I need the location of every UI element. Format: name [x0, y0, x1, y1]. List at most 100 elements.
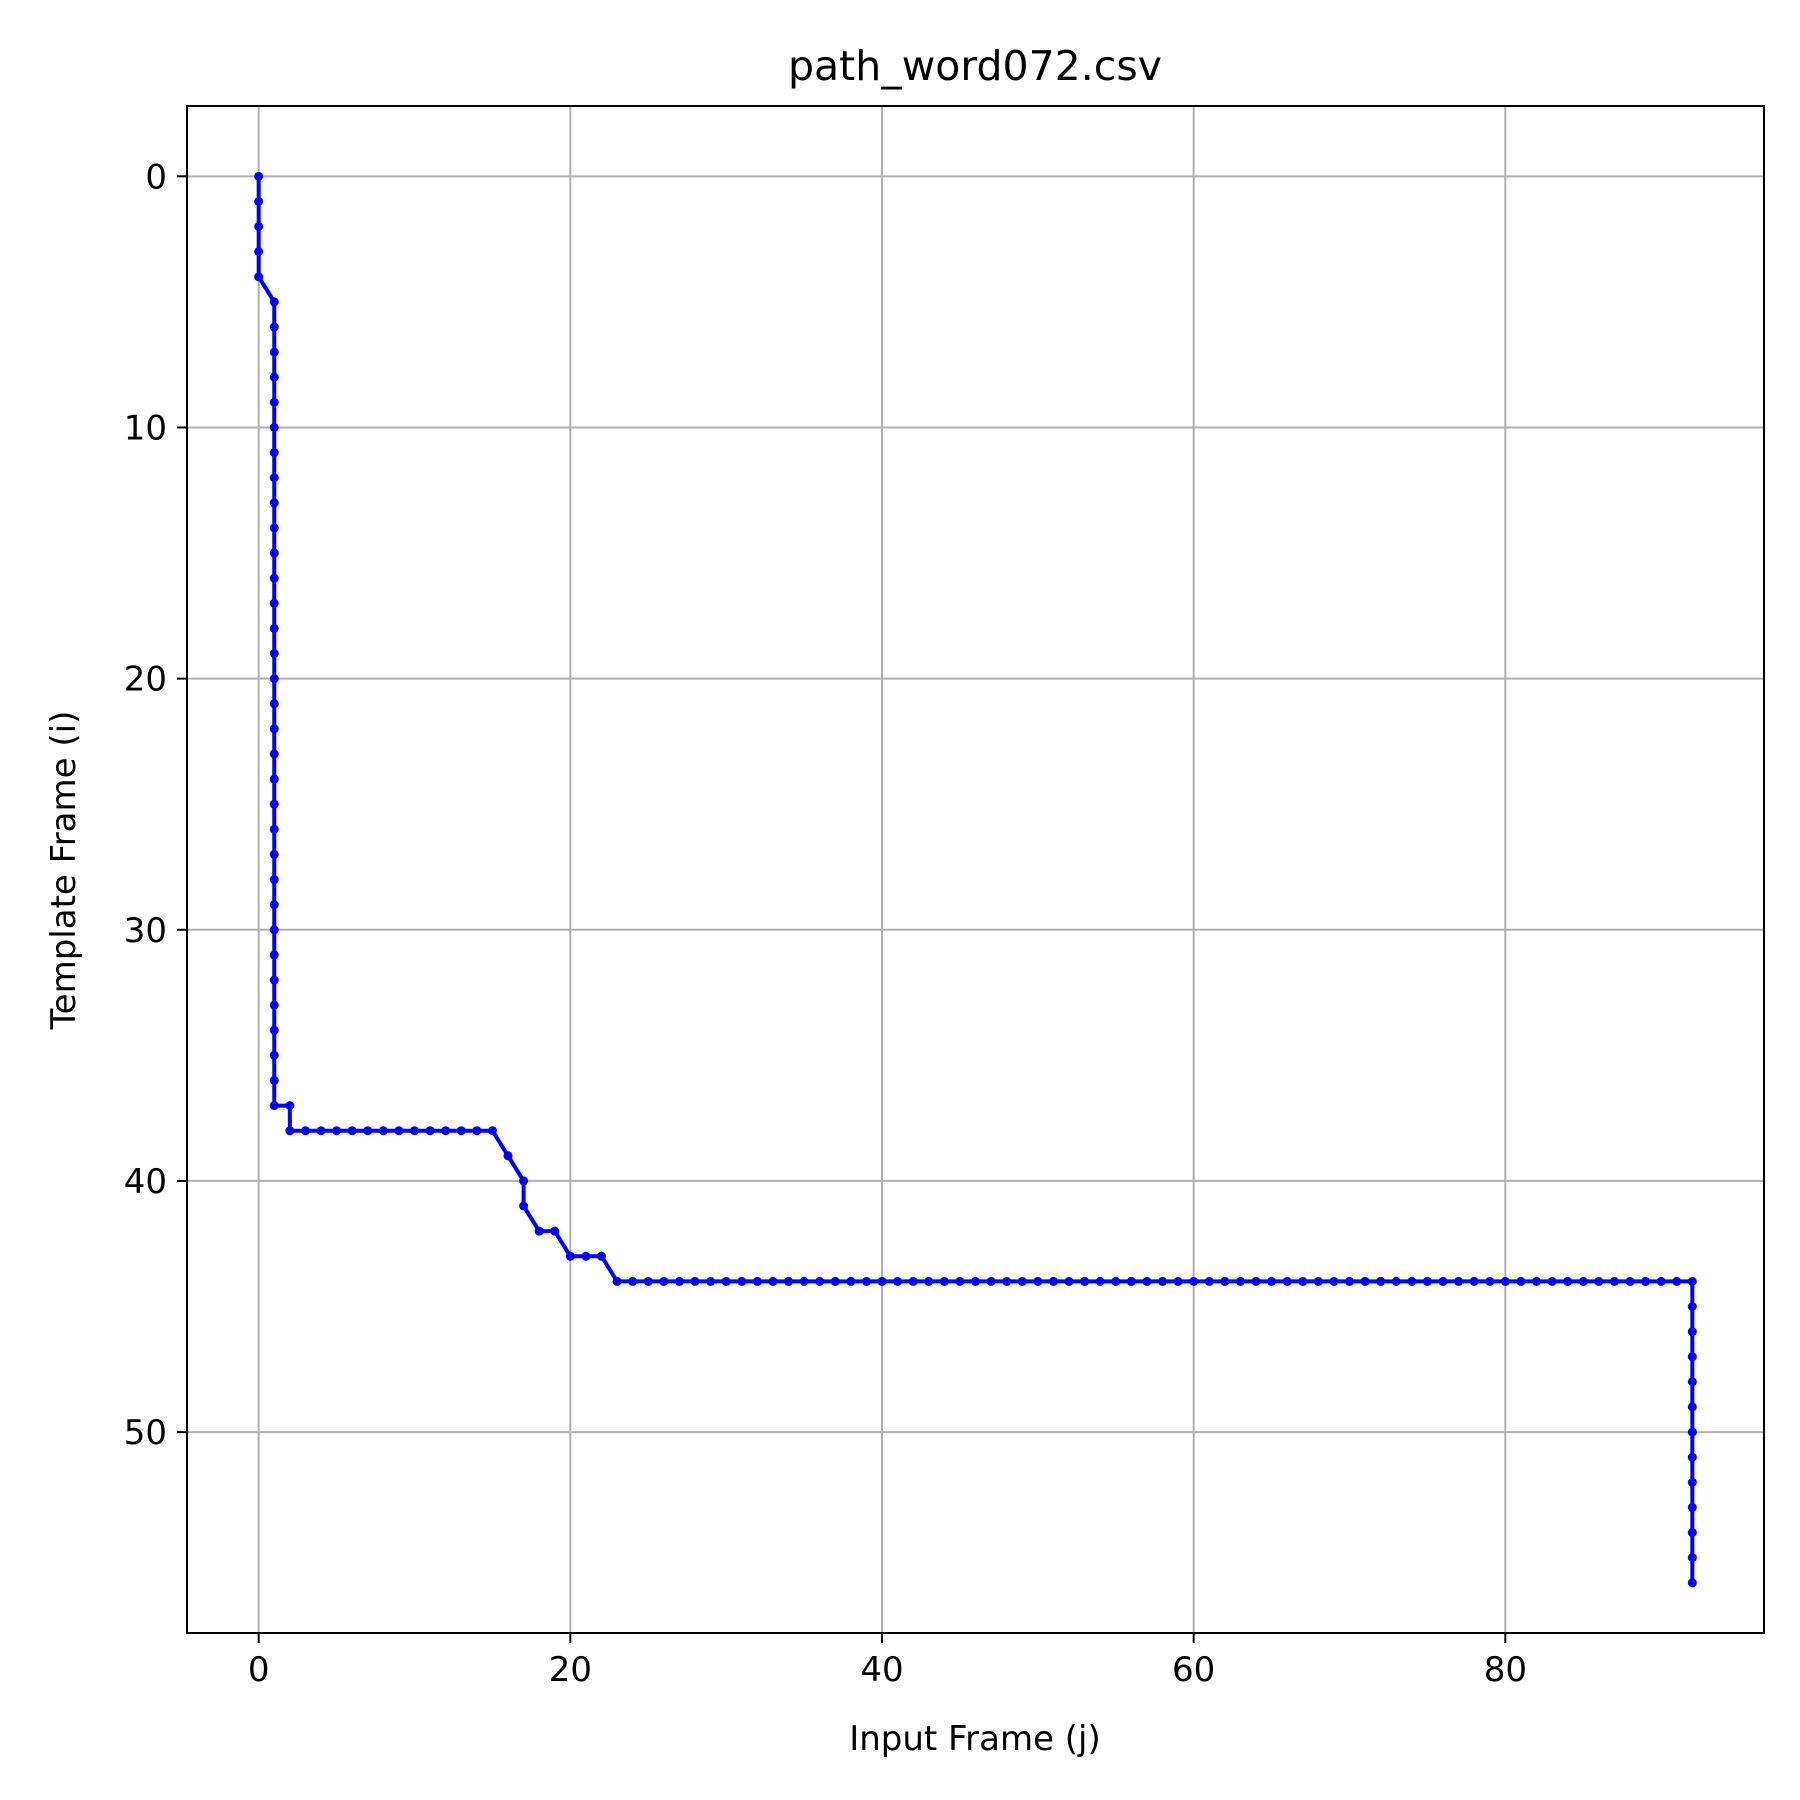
data-point: [1251, 1276, 1261, 1286]
y-tick-label: 40: [124, 1162, 167, 1202]
x-tick-label: 60: [1172, 1650, 1215, 1690]
data-point: [1080, 1276, 1090, 1286]
data-point: [1391, 1276, 1401, 1286]
data-point: [285, 1126, 295, 1136]
data-point: [269, 523, 279, 533]
y-tick-label: 0: [145, 157, 167, 197]
data-point: [1687, 1578, 1697, 1588]
data-point: [674, 1276, 684, 1286]
data-point: [394, 1126, 404, 1136]
data-point: [441, 1126, 451, 1136]
data-point: [269, 422, 279, 432]
data-point: [269, 900, 279, 910]
data-point: [893, 1276, 903, 1286]
data-point: [1687, 1502, 1697, 1512]
data-point: [1454, 1276, 1464, 1286]
data-point: [1329, 1276, 1339, 1286]
data-point: [1485, 1276, 1495, 1286]
grid-lines: [187, 106, 1764, 1633]
data-point: [1048, 1276, 1058, 1286]
data-point: [254, 247, 264, 257]
data-point: [1438, 1276, 1448, 1286]
data-point: [721, 1276, 731, 1286]
data-point: [254, 272, 264, 282]
data-point: [690, 1276, 700, 1286]
data-point: [269, 674, 279, 684]
data-point: [503, 1151, 513, 1161]
data-point: [300, 1126, 310, 1136]
data-point: [269, 548, 279, 558]
data-point: [1017, 1276, 1027, 1286]
y-tick-label: 30: [124, 911, 167, 951]
data-point: [269, 699, 279, 709]
data-point: [1687, 1276, 1697, 1286]
x-axis-label: Input Frame (j): [849, 1719, 1101, 1759]
data-point: [269, 950, 279, 960]
data-point: [1344, 1276, 1354, 1286]
data-point: [254, 196, 264, 206]
data-point: [347, 1126, 357, 1136]
x-tick-label: 40: [860, 1650, 903, 1690]
data-point: [846, 1276, 856, 1286]
data-point: [1687, 1402, 1697, 1412]
data-point: [706, 1276, 716, 1286]
data-point: [1594, 1276, 1604, 1286]
data-point: [1360, 1276, 1370, 1286]
data-point: [861, 1276, 871, 1286]
data-point: [269, 322, 279, 332]
chart-title: path_word072.csv: [788, 42, 1162, 90]
data-point: [534, 1226, 544, 1236]
data-point: [487, 1126, 497, 1136]
data-point: [269, 347, 279, 357]
data-point: [269, 1101, 279, 1111]
data-point: [254, 171, 264, 181]
data-point: [1407, 1276, 1417, 1286]
data-point: [955, 1276, 965, 1286]
data-point: [269, 473, 279, 483]
data-point: [1064, 1276, 1074, 1286]
data-point: [1142, 1276, 1152, 1286]
data-point: [1687, 1327, 1697, 1337]
data-point: [269, 297, 279, 307]
data-point: [1687, 1477, 1697, 1487]
data-point: [519, 1176, 529, 1186]
data-point: [269, 1075, 279, 1085]
y-tick-label: 20: [124, 660, 167, 700]
data-point: [1313, 1276, 1323, 1286]
x-tick-label: 80: [1484, 1650, 1527, 1690]
data-point: [612, 1276, 622, 1286]
data-point: [628, 1276, 638, 1286]
data-point: [472, 1126, 482, 1136]
data-point: [269, 1050, 279, 1060]
data-point: [285, 1101, 295, 1111]
data-point: [269, 448, 279, 458]
data-point: [378, 1126, 388, 1136]
data-point: [269, 372, 279, 382]
data-point: [924, 1276, 934, 1286]
data-point: [1578, 1276, 1588, 1286]
data-point: [269, 1000, 279, 1010]
data-point: [269, 925, 279, 935]
data-point: [1422, 1276, 1432, 1286]
data-point: [269, 397, 279, 407]
x-tick-label: 0: [248, 1650, 270, 1690]
data-point: [269, 623, 279, 633]
data-point: [332, 1126, 342, 1136]
data-point: [1687, 1302, 1697, 1311]
data-point: [1173, 1276, 1183, 1286]
data-point: [269, 975, 279, 985]
data-point: [659, 1276, 669, 1286]
data-point: [1189, 1276, 1199, 1286]
data-point: [1687, 1452, 1697, 1462]
y-axis-label: Template Frame (i): [44, 711, 84, 1031]
data-point: [830, 1276, 840, 1286]
data-point: [1220, 1276, 1230, 1286]
data-point: [1687, 1553, 1697, 1563]
data-point: [1687, 1427, 1697, 1437]
data-point: [581, 1251, 591, 1261]
plot-frame: [186, 105, 1765, 1634]
data-point: [597, 1251, 607, 1261]
data-point: [1609, 1276, 1619, 1286]
data-point: [1111, 1276, 1121, 1286]
